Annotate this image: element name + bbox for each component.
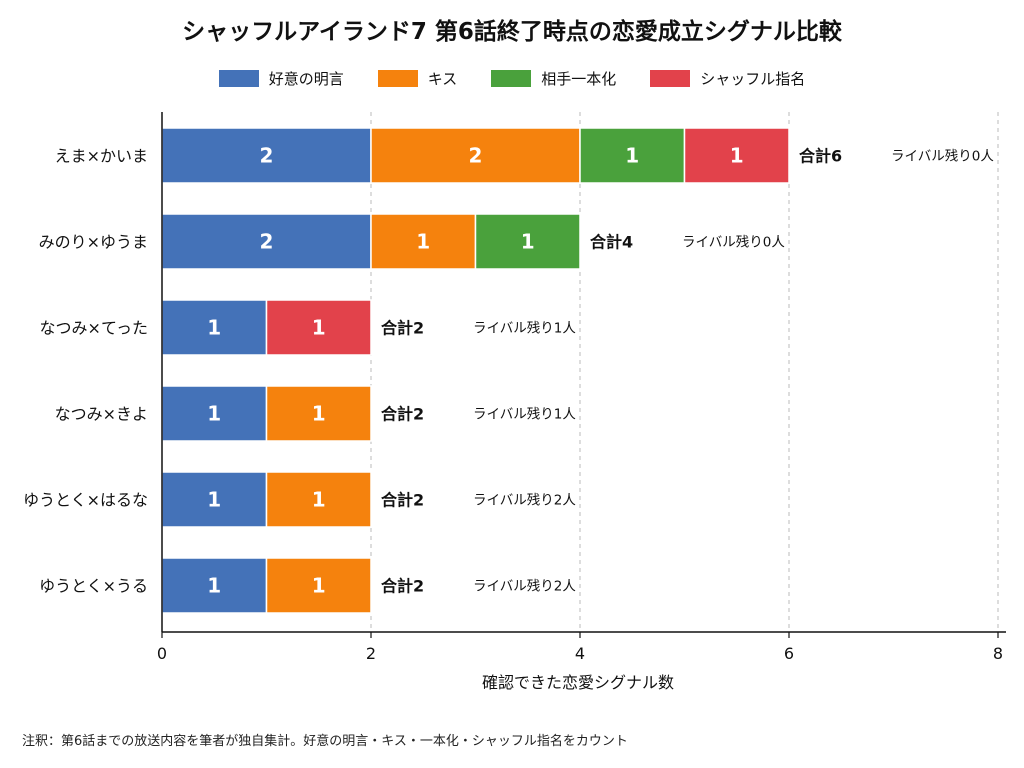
rival-label-0: ライバル残り0人 (891, 149, 994, 165)
x-tick-label-0: 0 (157, 644, 167, 663)
bar-segment-3-0 (161, 385, 268, 442)
rival-label-2: ライバル残り1人 (473, 321, 576, 337)
category-label-5: ゆうとく×うる (39, 577, 148, 596)
legend-swatch-nomination (650, 70, 691, 87)
bar-value-label-0-1: 2 (469, 144, 483, 168)
rival-label-4: ライバル残り2人 (473, 493, 576, 509)
footnote: 注釈：第6話までの放送内容を筆者が独自集計。好意の明言・キス・一本化・シャッフル… (22, 734, 628, 749)
x-tick-label-2: 2 (366, 644, 376, 663)
bar-value-label-4-1: 1 (312, 488, 326, 512)
legend-item-nomination: シャッフル指名 (650, 68, 805, 89)
bar-value-label-1-1: 1 (416, 230, 430, 254)
legend-swatch-kiss (377, 70, 418, 87)
bar-segment-2-0 (161, 299, 268, 356)
legend-item-exclusive: 相手一本化 (491, 68, 616, 89)
bar-value-label-1-0: 2 (260, 230, 274, 254)
bar-value-label-4-0: 1 (207, 488, 221, 512)
bar-segment-0-0 (161, 127, 372, 184)
bar-value-label-0-3: 1 (730, 144, 744, 168)
total-label-4: 合計2 (381, 491, 424, 510)
bar-segment-5-1 (265, 557, 372, 614)
legend-label-exclusive: 相手一本化 (541, 70, 617, 88)
bar-segment-0-3 (683, 127, 790, 184)
bar-value-label-1-2: 1 (521, 230, 535, 254)
category-label-1: みのり×ゆうま (39, 233, 148, 252)
bar-value-label-2-0: 1 (207, 316, 221, 340)
bar-segment-4-1 (265, 471, 372, 528)
legend-label-kiss: キス (427, 70, 458, 88)
bar-value-label-5-1: 1 (312, 574, 326, 598)
bar-segment-1-0 (161, 213, 372, 270)
bar-segment-2-3 (265, 299, 372, 356)
chart-legend: 好意の明言 キス 相手一本化 シャッフル指名 (0, 68, 1024, 89)
category-label-4: ゆうとく×はるな (23, 491, 148, 510)
bar-segment-5-0 (161, 557, 268, 614)
x-tick-label-4: 4 (575, 644, 585, 663)
category-label-0: えま×かいま (55, 147, 148, 166)
category-label-2: なつみ×てった (40, 319, 148, 338)
chart-title: シャッフルアイランド7 第6話終了時点の恋愛成立シグナル比較 (182, 19, 842, 45)
bar-value-label-0-0: 2 (260, 144, 274, 168)
legend-swatch-exclusive (491, 70, 532, 87)
bar-segment-0-2 (579, 127, 686, 184)
rival-label-5: ライバル残り2人 (473, 579, 576, 595)
bar-value-label-2-3: 1 (312, 316, 326, 340)
legend-swatch-affection (218, 70, 259, 87)
legend-label-affection: 好意の明言 (268, 70, 344, 88)
legend-label-nomination: シャッフル指名 (700, 70, 806, 88)
x-tick-label-8: 8 (993, 644, 1003, 663)
total-label-5: 合計2 (381, 577, 424, 596)
category-label-3: なつみ×きよ (55, 405, 148, 424)
x-axis-title: 確認できた恋愛シグナル数 (482, 673, 674, 692)
bar-segment-3-1 (265, 385, 372, 442)
bar-value-label-3-1: 1 (312, 402, 326, 426)
total-label-2: 合計2 (381, 319, 424, 338)
bar-value-label-3-0: 1 (207, 402, 221, 426)
total-label-3: 合計2 (381, 405, 424, 424)
x-tick-label-6: 6 (784, 644, 794, 663)
legend-item-kiss: キス (377, 68, 458, 89)
total-label-1: 合計4 (590, 233, 633, 252)
bar-segment-1-2 (474, 213, 581, 270)
bar-segment-0-1 (370, 127, 581, 184)
bar-segment-1-1 (370, 213, 477, 270)
bar-value-label-0-2: 1 (625, 144, 639, 168)
legend-item-affection: 好意の明言 (218, 68, 344, 89)
rival-label-3: ライバル残り1人 (473, 407, 576, 423)
total-label-0: 合計6 (799, 147, 842, 166)
rival-label-1: ライバル残り0人 (682, 235, 785, 251)
bar-value-label-5-0: 1 (207, 574, 221, 598)
